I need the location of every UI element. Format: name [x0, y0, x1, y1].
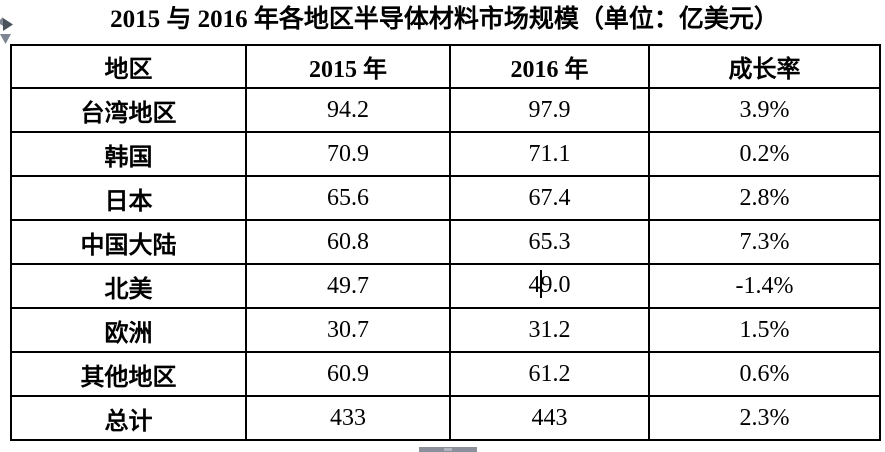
cell-region[interactable]: 日本 — [10, 175, 247, 221]
cell-growth[interactable]: 2.8% — [648, 175, 881, 221]
table-row: 欧洲 30.7 31.2 1.5% — [10, 307, 881, 353]
cell-2016[interactable]: 65.3 — [449, 219, 650, 265]
table-row: 台湾地区 94.2 97.9 3.9% — [10, 87, 881, 133]
cell-region[interactable]: 总计 — [10, 395, 247, 441]
cell-growth[interactable]: 7.3% — [648, 219, 881, 265]
cell-2016[interactable]: 31.2 — [449, 307, 650, 353]
cell-region[interactable]: 北美 — [10, 263, 247, 309]
cell-2016[interactable]: 443 — [449, 395, 650, 441]
caret-post-text: 9.0 — [540, 271, 571, 298]
cell-2015[interactable]: 49.7 — [245, 263, 451, 309]
cell-2016-with-caret[interactable]: 49.0 — [449, 263, 650, 309]
table-row: 韩国 70.9 71.1 0.2% — [10, 131, 881, 177]
cell-2016[interactable]: 71.1 — [449, 131, 650, 177]
table-row: 中国大陆 60.8 65.3 7.3% — [10, 219, 881, 265]
cell-growth[interactable]: 2.3% — [648, 395, 881, 441]
header-region[interactable]: 地区 — [10, 44, 247, 89]
cell-2015[interactable]: 94.2 — [245, 87, 451, 133]
header-growth[interactable]: 成长率 — [648, 44, 881, 89]
header-2015[interactable]: 2015 年 — [245, 44, 451, 89]
table-row: 其他地区 60.9 61.2 0.6% — [10, 351, 881, 397]
cell-2015[interactable]: 70.9 — [245, 131, 451, 177]
horizontal-scrollbar-thumb[interactable] — [419, 447, 477, 452]
cell-growth[interactable]: 1.5% — [648, 307, 881, 353]
caret-pre-text: 4 — [528, 271, 541, 298]
cell-2015[interactable]: 433 — [245, 395, 451, 441]
table-title: 2015 与 2016 年各地区半导体材料市场规模（单位：亿美元） — [110, 6, 779, 33]
header-2016[interactable]: 2016 年 — [449, 44, 650, 89]
text-caret — [539, 270, 542, 299]
cell-region[interactable]: 其他地区 — [10, 351, 247, 397]
cell-growth[interactable]: 3.9% — [648, 87, 881, 133]
cell-2016[interactable]: 97.9 — [449, 87, 650, 133]
cell-2015[interactable]: 30.7 — [245, 307, 451, 353]
cell-2016[interactable]: 67.4 — [449, 175, 650, 221]
cell-growth[interactable]: -1.4% — [648, 263, 881, 309]
cell-region[interactable]: 中国大陆 — [10, 219, 247, 265]
data-table: 地区 2015 年 2016 年 成长率 台湾地区 94.2 97.9 3.9%… — [10, 44, 881, 441]
move-handle-right-arrow — [3, 18, 13, 31]
cell-region[interactable]: 欧洲 — [10, 307, 247, 353]
cell-2015[interactable]: 65.6 — [245, 175, 451, 221]
table-row: 总计 433 443 2.3% — [10, 395, 881, 441]
move-handle-left-arrow-fragment — [0, 17, 3, 26]
table-move-handle-icon[interactable] — [0, 17, 16, 49]
cell-growth[interactable]: 0.6% — [648, 351, 881, 397]
cell-region[interactable]: 台湾地区 — [10, 87, 247, 133]
cell-growth[interactable]: 0.2% — [648, 131, 881, 177]
cell-2015[interactable]: 60.9 — [245, 351, 451, 397]
table-row: 北美 49.7 49.0 -1.4% — [10, 263, 881, 309]
cell-2015[interactable]: 60.8 — [245, 219, 451, 265]
move-handle-down-arrow — [0, 34, 11, 44]
header-row: 地区 2015 年 2016 年 成长率 — [10, 44, 881, 89]
table-row: 日本 65.6 67.4 2.8% — [10, 175, 881, 221]
cell-region[interactable]: 韩国 — [10, 131, 247, 177]
scrollbar-grip — [444, 448, 452, 451]
cell-2016[interactable]: 61.2 — [449, 351, 650, 397]
